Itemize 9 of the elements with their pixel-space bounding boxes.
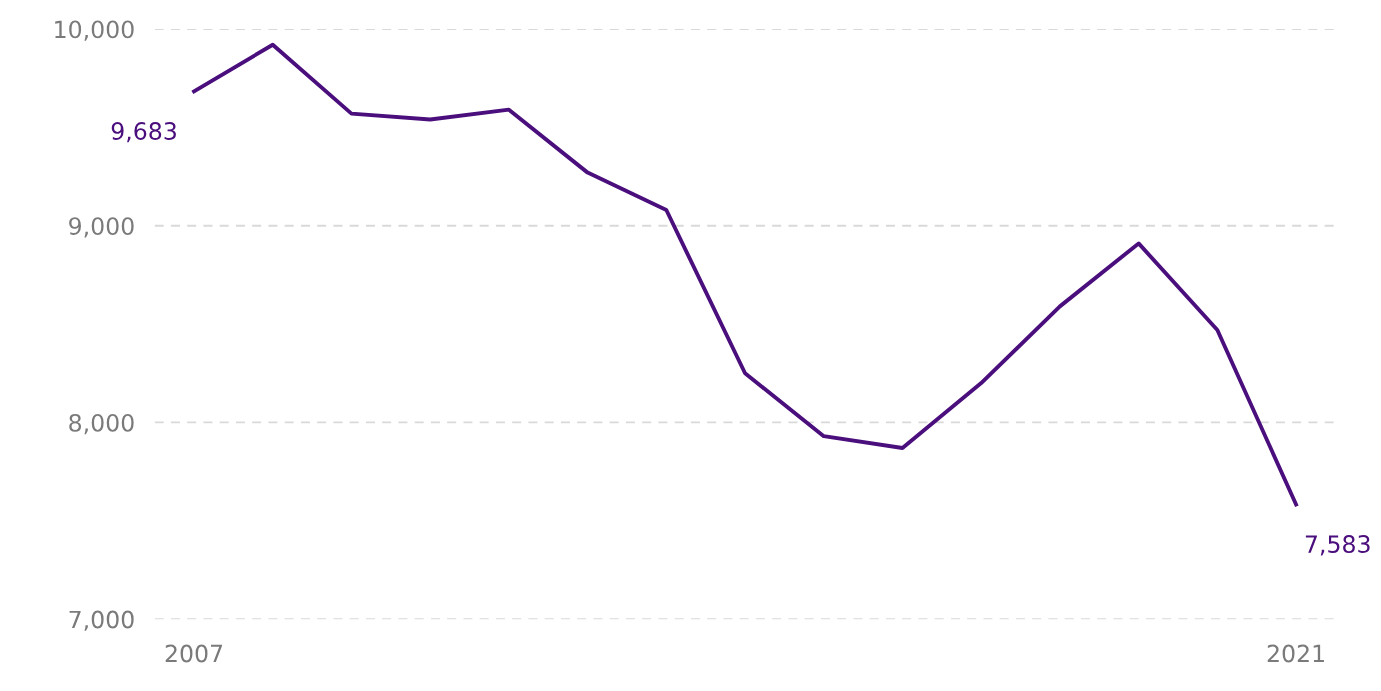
- data-label: 7,583: [1305, 535, 1370, 556]
- data-label: 9,683: [111, 122, 176, 143]
- x-tick-label: 2007: [165, 644, 223, 663]
- x-tick-label: 2021: [1267, 644, 1324, 663]
- y-tick-label: 10,000: [55, 20, 134, 41]
- line-series: [192, 42, 1299, 507]
- y-tick-label: 7,000: [69, 610, 134, 631]
- y-tick-label: 8,000: [69, 413, 134, 435]
- y-tick-label: 9,000: [69, 217, 134, 238]
